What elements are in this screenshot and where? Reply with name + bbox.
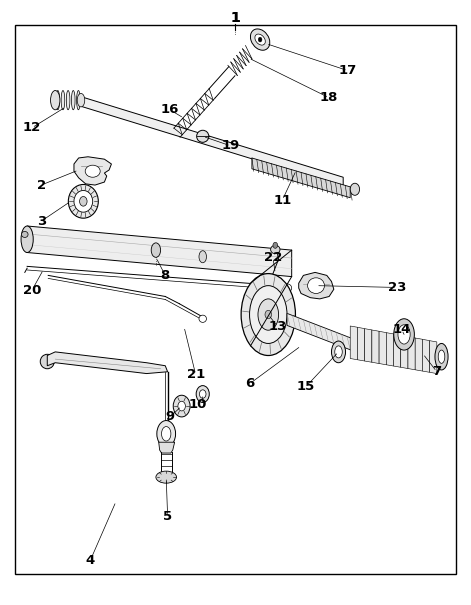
Polygon shape: [27, 226, 292, 276]
Ellipse shape: [350, 183, 359, 195]
Text: 3: 3: [37, 215, 46, 227]
Text: 21: 21: [187, 368, 205, 381]
Polygon shape: [415, 338, 422, 371]
Ellipse shape: [50, 91, 60, 110]
Polygon shape: [350, 326, 357, 360]
Ellipse shape: [77, 91, 80, 110]
Ellipse shape: [80, 197, 87, 206]
Text: 22: 22: [264, 251, 282, 264]
Ellipse shape: [72, 91, 75, 110]
Polygon shape: [365, 329, 372, 362]
Polygon shape: [401, 335, 408, 368]
Text: 16: 16: [161, 103, 179, 116]
Ellipse shape: [61, 91, 65, 110]
Polygon shape: [408, 336, 415, 370]
Polygon shape: [372, 330, 379, 364]
Text: 10: 10: [189, 398, 207, 411]
Ellipse shape: [56, 91, 60, 110]
Polygon shape: [287, 313, 353, 351]
Ellipse shape: [196, 130, 209, 142]
Text: 7: 7: [432, 365, 441, 378]
Ellipse shape: [157, 420, 176, 447]
Ellipse shape: [335, 346, 342, 358]
Ellipse shape: [273, 242, 277, 248]
Polygon shape: [422, 339, 430, 372]
Ellipse shape: [394, 319, 414, 350]
Ellipse shape: [241, 273, 295, 356]
Ellipse shape: [265, 310, 272, 319]
Polygon shape: [159, 442, 175, 453]
Ellipse shape: [438, 350, 445, 364]
Ellipse shape: [255, 34, 265, 45]
Ellipse shape: [196, 385, 209, 402]
Ellipse shape: [251, 29, 270, 50]
Ellipse shape: [77, 93, 85, 107]
Ellipse shape: [162, 427, 171, 441]
Polygon shape: [394, 334, 401, 367]
Ellipse shape: [258, 37, 262, 42]
Polygon shape: [74, 157, 112, 185]
Ellipse shape: [66, 91, 70, 110]
Polygon shape: [430, 341, 437, 373]
Ellipse shape: [21, 226, 33, 252]
Ellipse shape: [22, 232, 28, 237]
Ellipse shape: [178, 401, 186, 411]
Ellipse shape: [282, 284, 292, 292]
Polygon shape: [379, 332, 386, 365]
FancyBboxPatch shape: [16, 25, 455, 574]
Ellipse shape: [156, 471, 177, 483]
Ellipse shape: [85, 165, 100, 177]
Polygon shape: [386, 333, 394, 366]
Ellipse shape: [199, 250, 206, 263]
Ellipse shape: [332, 341, 346, 363]
Text: 1: 1: [231, 11, 240, 25]
Text: 1: 1: [231, 11, 240, 25]
Polygon shape: [47, 352, 168, 373]
Text: 6: 6: [245, 378, 254, 390]
Text: 8: 8: [161, 269, 170, 282]
Ellipse shape: [199, 390, 206, 398]
Text: 9: 9: [165, 410, 175, 424]
Text: 19: 19: [222, 139, 240, 152]
Text: 20: 20: [23, 284, 41, 297]
Text: 4: 4: [86, 554, 95, 567]
Ellipse shape: [258, 299, 278, 330]
Text: 13: 13: [268, 320, 287, 333]
Polygon shape: [79, 96, 343, 187]
Text: 12: 12: [23, 122, 41, 134]
Text: 2: 2: [37, 178, 46, 192]
Ellipse shape: [40, 355, 54, 368]
Ellipse shape: [173, 395, 190, 417]
Ellipse shape: [250, 286, 287, 344]
Ellipse shape: [308, 278, 325, 293]
Ellipse shape: [74, 191, 93, 212]
Ellipse shape: [151, 243, 161, 257]
Text: 18: 18: [320, 91, 338, 104]
Ellipse shape: [68, 185, 98, 218]
Polygon shape: [357, 327, 365, 361]
Ellipse shape: [398, 325, 410, 344]
Ellipse shape: [199, 315, 206, 322]
Text: 17: 17: [339, 64, 357, 77]
Text: 14: 14: [392, 323, 411, 336]
Text: 11: 11: [273, 194, 292, 207]
Text: 23: 23: [388, 281, 406, 294]
Text: 15: 15: [297, 381, 315, 393]
Polygon shape: [299, 272, 334, 299]
Text: 5: 5: [163, 510, 172, 523]
Ellipse shape: [435, 344, 448, 370]
Ellipse shape: [271, 245, 280, 253]
Polygon shape: [252, 158, 350, 198]
